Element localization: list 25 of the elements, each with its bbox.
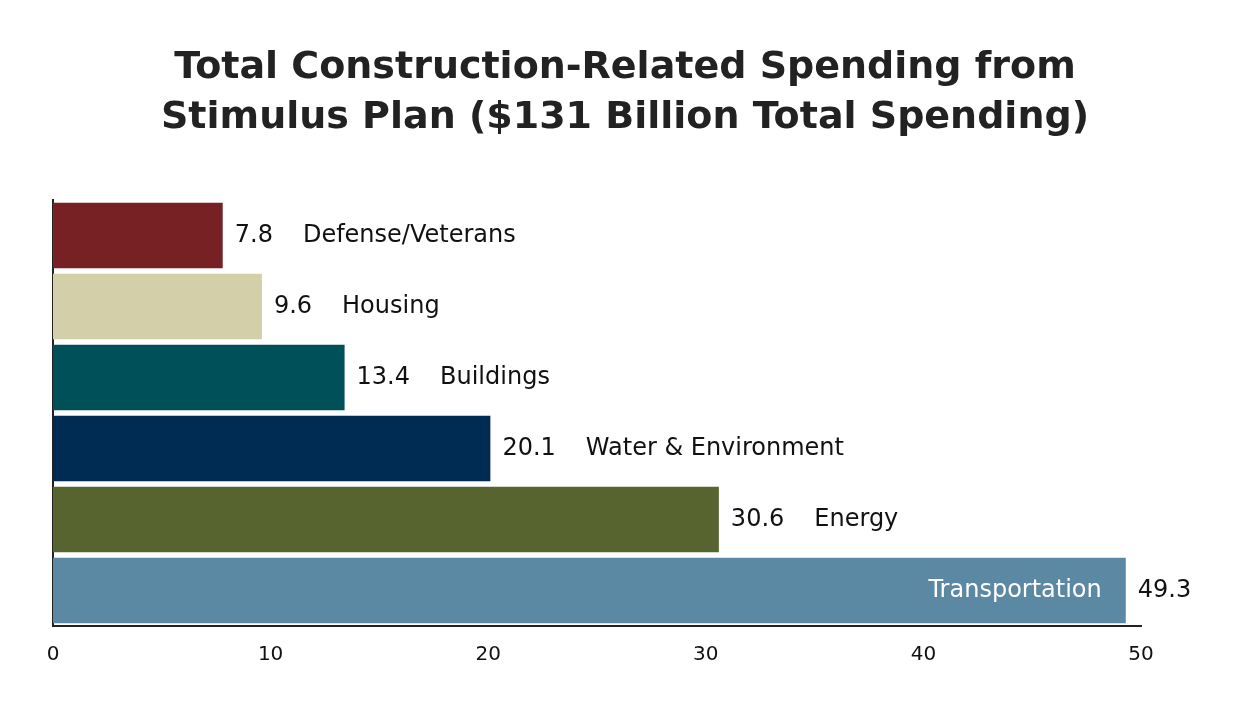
y-tick-label: Water & Environment <box>585 432 844 461</box>
bar <box>53 344 345 411</box>
data-label: 9.6 <box>273 290 313 319</box>
x-tick-label: 20 <box>475 641 501 666</box>
data-label: 13.4 <box>356 361 411 390</box>
data-label: 49.3 <box>1137 574 1192 603</box>
bar <box>53 486 719 553</box>
bar <box>53 415 491 482</box>
x-tick-label: 10 <box>257 641 284 666</box>
x-tick-label: 40 <box>910 641 937 666</box>
bar <box>53 557 1126 624</box>
y-tick-label: Buildings <box>440 361 550 390</box>
bar <box>53 273 262 340</box>
x-tick-label: 50 <box>1128 641 1154 666</box>
x-tick-label: 0 <box>46 641 60 666</box>
chart-title: Total Construction-Related Spending from Stimulus Plan ($131 Billion Total Spending) <box>160 42 1090 139</box>
data-label: 7.8 <box>234 219 273 248</box>
bar <box>53 202 223 269</box>
y-tick-label: Defense/Veterans <box>302 219 516 248</box>
x-tick-label: 30 <box>693 641 719 666</box>
y-tick-label: Energy <box>814 503 899 532</box>
y-tick-label: Housing <box>342 290 440 319</box>
data-label: 30.6 <box>730 503 785 532</box>
data-label: 20.1 <box>502 432 556 461</box>
y-tick-label: Transportation <box>927 574 1102 603</box>
